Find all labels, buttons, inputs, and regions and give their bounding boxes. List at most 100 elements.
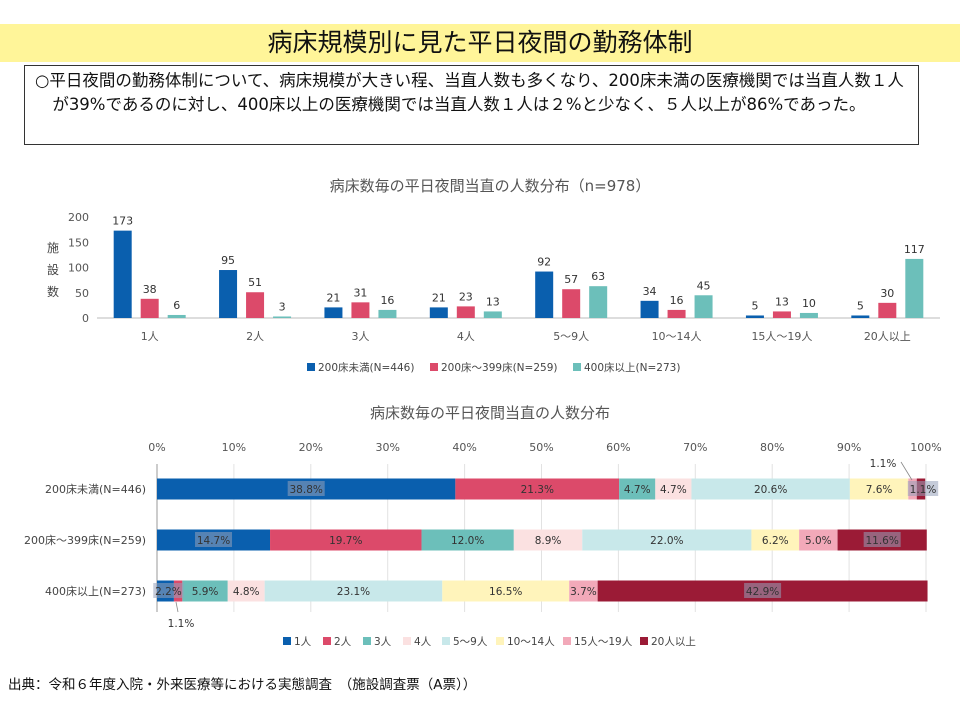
- data-label: 5.0%: [805, 535, 832, 547]
- data-label: 4.7%: [660, 484, 687, 496]
- y-axis-label: 数: [47, 284, 59, 299]
- bar-value-label: 173: [112, 215, 133, 228]
- legend-label: 2人: [334, 636, 352, 648]
- bar-value-label: 117: [904, 243, 925, 256]
- stack-segment: [264, 580, 443, 602]
- bar: [483, 311, 502, 318]
- bar: [745, 315, 764, 318]
- row-label: 200床～399床(N=259): [24, 533, 146, 547]
- legend-swatch: [640, 637, 648, 645]
- y-tick-label: 200: [68, 211, 89, 224]
- bar: [640, 300, 659, 318]
- data-label: 4.7%: [624, 484, 651, 496]
- legend-swatch: [323, 637, 331, 645]
- bar: [167, 314, 186, 318]
- x-tick-label: 3人: [351, 330, 369, 343]
- stack-segment: [442, 580, 570, 602]
- x-tick-label: 0%: [148, 441, 165, 454]
- leader-line: [900, 461, 913, 481]
- bar: [694, 295, 713, 318]
- data-label: 14.7%: [197, 535, 230, 547]
- x-tick-label: 2人: [246, 330, 264, 343]
- row-label: 200床未満(N=446): [45, 482, 146, 496]
- leader-line: [175, 601, 179, 613]
- stack-segment: [182, 580, 228, 602]
- bar-value-label: 63: [591, 270, 605, 283]
- stack-segment: [655, 478, 692, 500]
- bar-value-label: 51: [248, 276, 262, 289]
- stack-segment: [751, 529, 800, 551]
- x-tick-label: 5～9人: [553, 330, 589, 343]
- bar-value-label: 34: [643, 285, 657, 298]
- bar: [456, 306, 475, 318]
- y-tick-label: 50: [75, 287, 89, 300]
- bar: [772, 311, 791, 318]
- x-tick-label: 30%: [375, 441, 399, 454]
- legend-label: 15人～19人: [574, 636, 633, 648]
- y-axis-label: 施: [47, 241, 59, 255]
- data-label: 21.3%: [521, 484, 554, 496]
- data-label-box: [153, 583, 184, 598]
- bar-value-label: 5: [857, 299, 864, 312]
- x-tick-label: 60%: [606, 441, 630, 454]
- x-tick-label: 4人: [457, 330, 475, 343]
- title-highlight: [0, 24, 960, 62]
- data-label: 1.1%: [870, 458, 897, 470]
- data-label: 1.1%: [168, 618, 195, 630]
- stack-segment: [569, 580, 598, 602]
- y-axis-label: 設: [47, 262, 59, 277]
- legend-label: 3人: [374, 636, 392, 648]
- bar-value-label: 31: [353, 286, 367, 299]
- x-tick-label: 15人～19人: [751, 330, 812, 343]
- bar-value-label: 92: [537, 256, 551, 269]
- y-tick-label: 150: [68, 236, 89, 249]
- data-label-box: [744, 583, 782, 598]
- data-label: 6.2%: [762, 535, 789, 547]
- x-tick-label: 10%: [222, 441, 246, 454]
- data-label: 38.8%: [290, 484, 323, 496]
- legend-swatch: [496, 637, 504, 645]
- data-label: 7.6%: [866, 484, 893, 496]
- x-tick-label: 50%: [529, 441, 553, 454]
- page-title: 病床規模別に見た平日夜間の勤務体制: [267, 28, 693, 57]
- bar: [799, 312, 818, 318]
- bar: [324, 307, 343, 318]
- legend-swatch: [283, 637, 291, 645]
- stack-segment: [513, 529, 583, 551]
- stack-segment: [691, 478, 850, 500]
- stack-segment: [619, 478, 656, 500]
- legend-swatch: [563, 637, 571, 645]
- y-tick-label: 100: [68, 262, 89, 275]
- bar-value-label: 10: [802, 297, 816, 310]
- bar: [562, 289, 581, 318]
- stack-segment: [799, 529, 838, 551]
- bar: [905, 258, 924, 318]
- data-label: 5.9%: [192, 586, 219, 598]
- bar-value-label: 13: [486, 295, 500, 308]
- legend-swatch: [573, 363, 581, 371]
- y-tick-label: 0: [82, 312, 89, 325]
- legend-swatch: [307, 363, 315, 371]
- data-label: 42.9%: [746, 586, 779, 598]
- bar-value-label: 23: [459, 290, 473, 303]
- bar: [351, 302, 370, 318]
- x-tick-label: 1人: [141, 330, 159, 343]
- bar-value-label: 38: [143, 283, 157, 296]
- legend-label: 200床～399床(N=259): [441, 361, 557, 374]
- legend-swatch: [363, 637, 371, 645]
- bar: [246, 292, 265, 318]
- data-label-box: [287, 481, 325, 496]
- data-label: 20.6%: [754, 484, 787, 496]
- legend-label: 200床未満(N=446): [318, 361, 414, 374]
- summary-text: ○平日夜間の勤務体制について、病床規模が大きい程、当直人数も多くなり、200床未…: [35, 71, 904, 114]
- x-tick-label: 90%: [837, 441, 861, 454]
- stack-segment: [849, 478, 909, 500]
- x-tick-label: 70%: [683, 441, 707, 454]
- data-label-box: [907, 481, 939, 496]
- legend-label: 20人以上: [651, 636, 696, 648]
- x-tick-label: 10～14人: [652, 330, 702, 343]
- bar: [429, 307, 448, 318]
- legend-swatch: [430, 363, 438, 371]
- data-label-box: [863, 532, 901, 547]
